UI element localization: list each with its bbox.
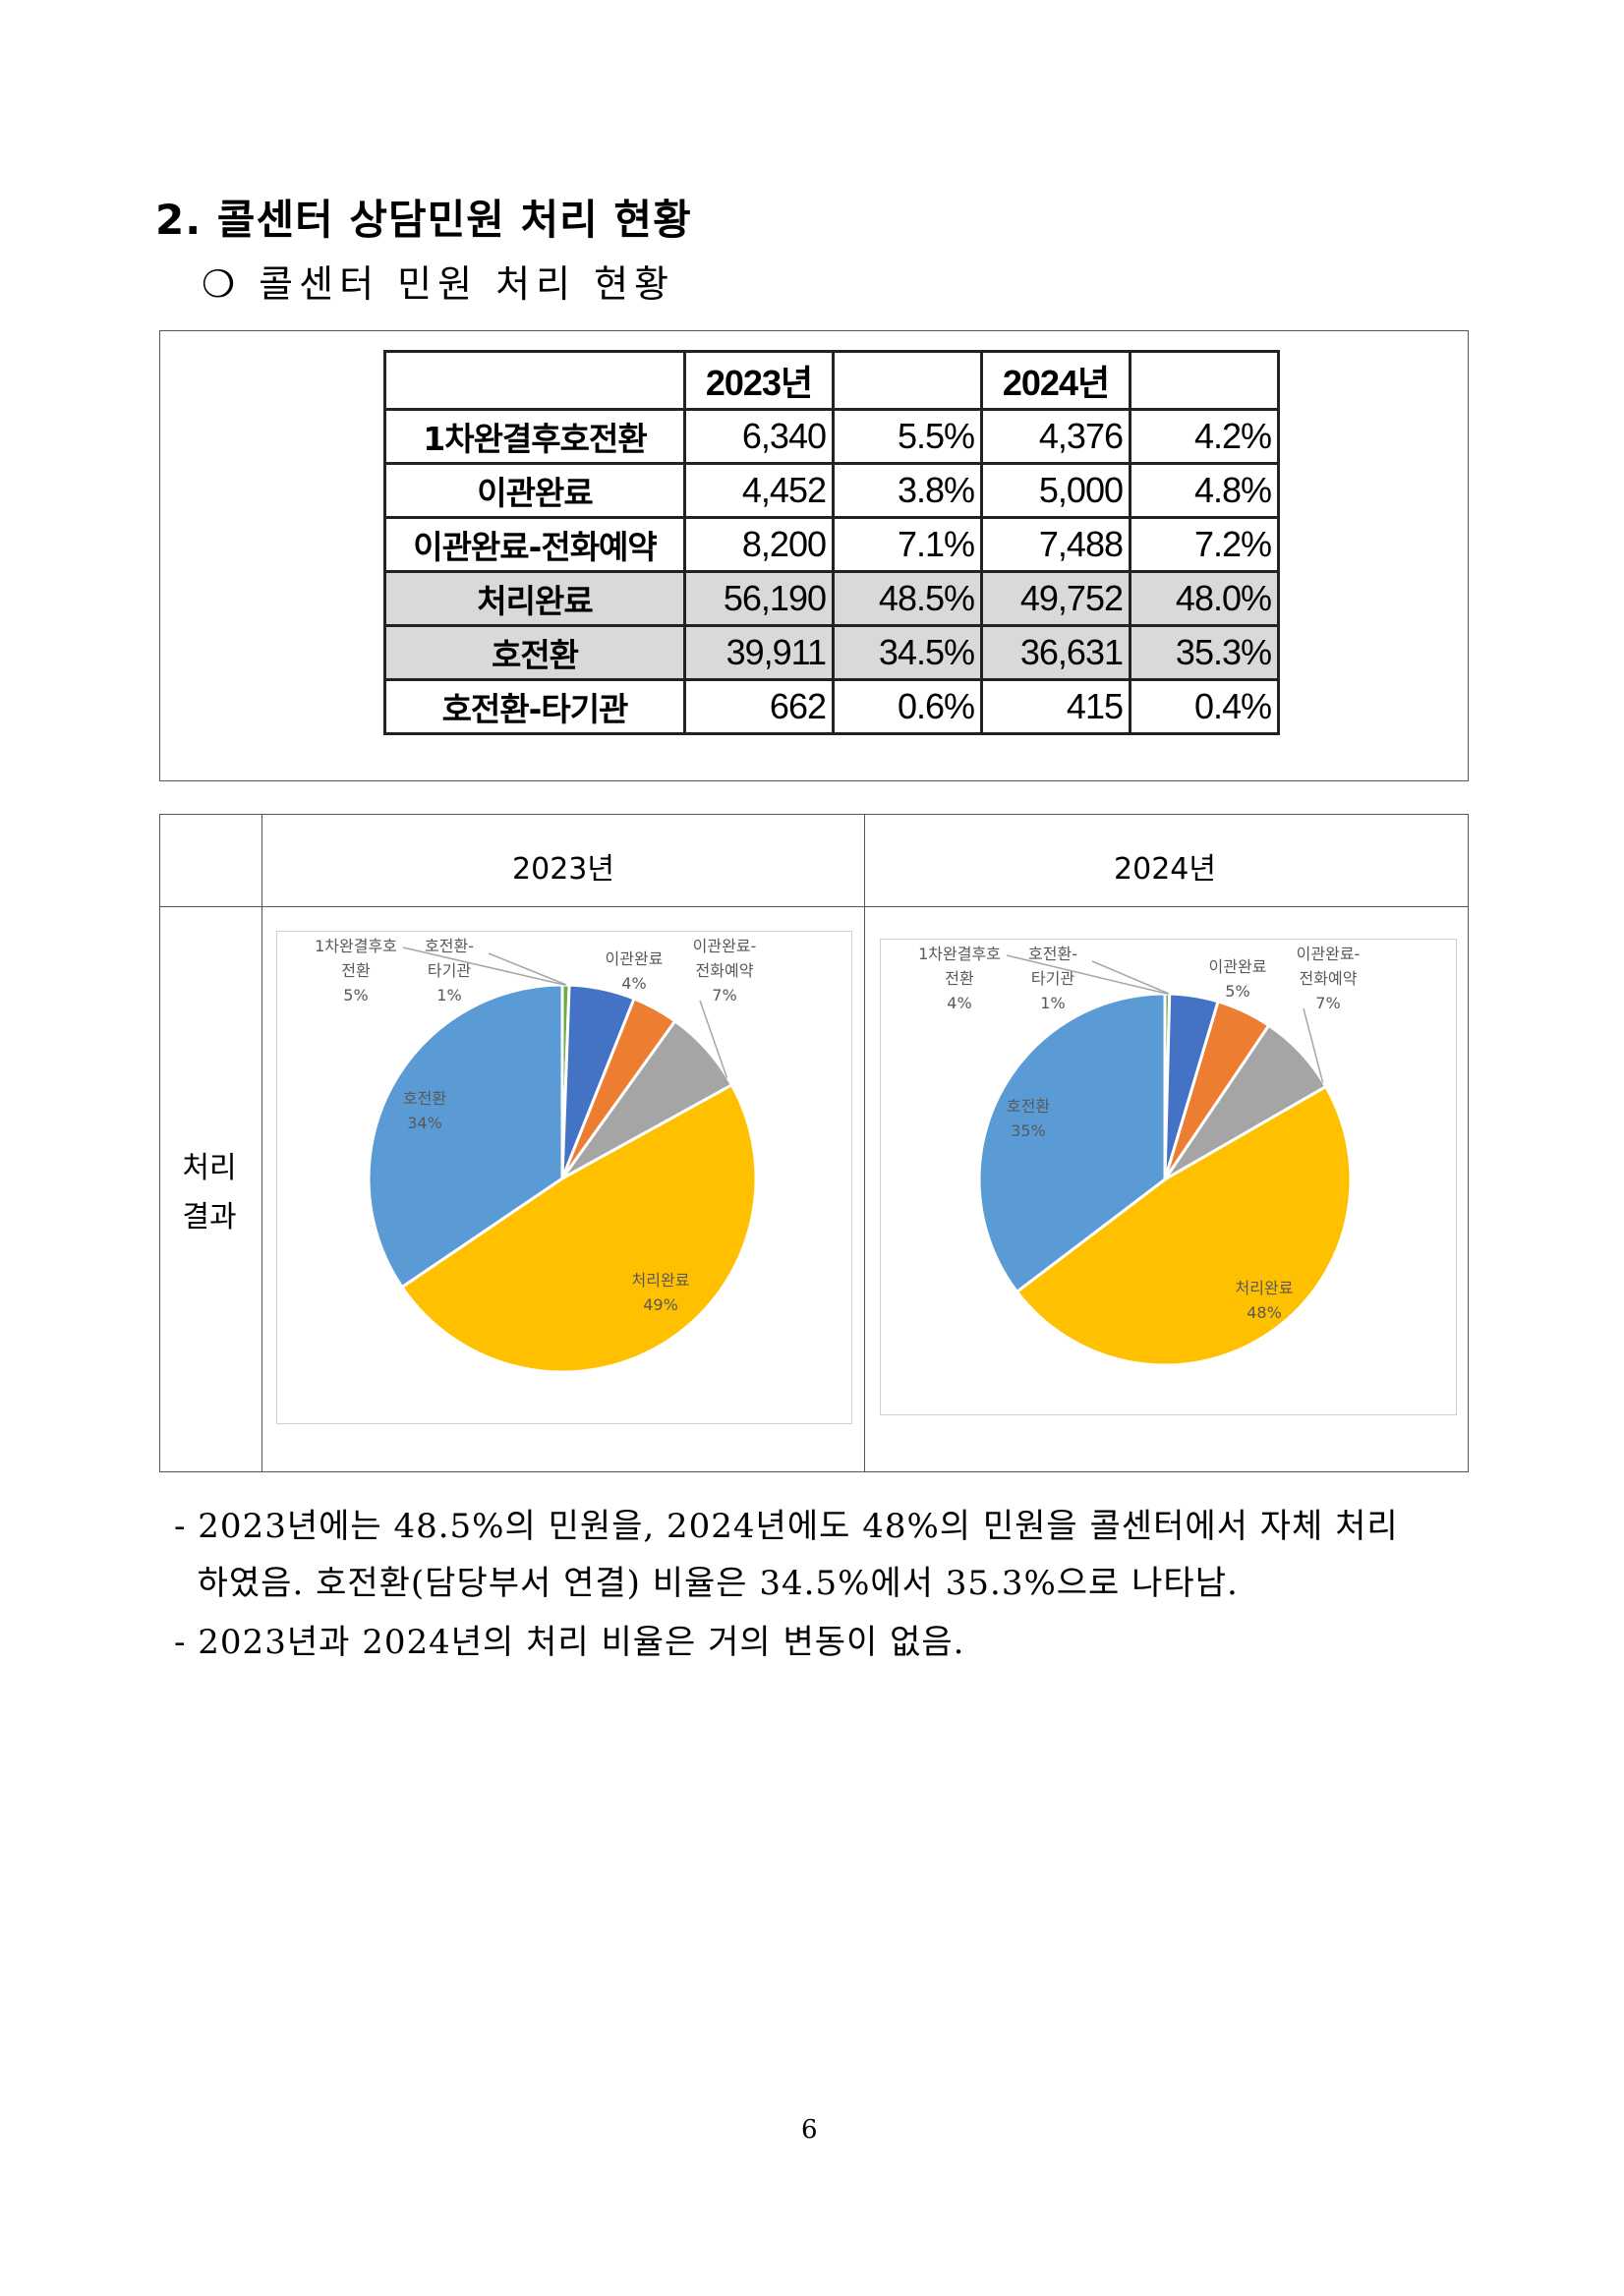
pie-slice-4: [399, 1082, 758, 1374]
pie-label: 1차완결후호: [315, 937, 397, 955]
pie-label: 전환: [945, 969, 974, 988]
cell-p2023: 0.6%: [832, 678, 983, 735]
table-row: 이관완료-전화예약 8,200 7.1% 7,488 7.2%: [383, 516, 1280, 573]
pie-label: 5%: [343, 986, 368, 1004]
pie-label: 49%: [643, 1295, 678, 1314]
col-header-2023: 2023년: [512, 852, 614, 887]
cell-p2024: 7.2%: [1129, 516, 1280, 573]
leader-line: [1006, 954, 1168, 995]
cell-p2024: 0.4%: [1129, 678, 1280, 735]
pie-slice-4: [1015, 1084, 1353, 1367]
pie-label: 이관완료-: [1297, 945, 1361, 963]
cell-p2023: 3.8%: [832, 462, 983, 519]
table-header-row: 2023년 2024년: [383, 350, 1280, 411]
paragraph: 하였음. 호전환(담당부서 연결) 비율은 34.5%에서 35.3%으로 나타…: [174, 1564, 1239, 1603]
table-row: 이관완료 4,452 3.8% 5,000 4.8%: [383, 462, 1280, 519]
cell-p2024: 4.2%: [1129, 408, 1280, 465]
paragraph: - 2023년과 2024년의 처리 비율은 거의 변동이 없음.: [174, 1623, 965, 1662]
cell-v2023: 39,911: [683, 624, 835, 681]
pie-label: 이관완료: [606, 949, 664, 968]
pie-label: 호전환: [1007, 1097, 1050, 1116]
leader-line: [699, 1000, 728, 1078]
pie-slice-5: [977, 992, 1167, 1294]
pie-label: 타기관: [1031, 969, 1074, 988]
pie-label: 처리완료: [1236, 1279, 1294, 1297]
cell-v2024: 415: [980, 678, 1131, 735]
data-table: 2023년 2024년 1차완결후호전환 6,340 5.5% 4,376 4.2% 이관…: [383, 350, 1280, 735]
leader-line: [1091, 960, 1170, 995]
table-row: 처리완료 56,190 48.5% 49,752 48.0%: [383, 570, 1280, 627]
pie-label: 1%: [436, 986, 461, 1004]
cell-p2023: 5.5%: [832, 408, 983, 465]
header-cell: 2024년: [980, 350, 1131, 411]
pie-label: 전환: [341, 961, 371, 980]
pie-label: 48%: [1247, 1303, 1282, 1322]
pie-label: 34%: [407, 1114, 442, 1132]
pie-label: 35%: [1011, 1121, 1046, 1140]
cell-label: 1차완결후호전환: [383, 408, 686, 465]
section-heading: 2. 콜센터 상담민원 처리 현황: [155, 196, 692, 244]
pie-label: 7%: [712, 986, 736, 1004]
leader-line: [402, 947, 565, 986]
table-row: 호전환 39,911 34.5% 36,631 35.3%: [383, 624, 1280, 681]
page-number: 6: [801, 2115, 818, 2145]
pie-label: 5%: [1225, 982, 1249, 1001]
pie-label: 4%: [947, 994, 971, 1012]
header-cell: 2023년: [683, 350, 835, 411]
pie-label: 전화예약: [696, 961, 754, 980]
cell-p2023: 7.1%: [832, 516, 983, 573]
cell-v2023: 4,452: [683, 462, 835, 519]
table-row: 1차완결후호전환 6,340 5.5% 4,376 4.2%: [383, 408, 1280, 465]
pie-label: 호전환-: [425, 937, 474, 955]
header-cell: [832, 350, 983, 411]
leader-line: [488, 952, 567, 986]
pie-label: 호전환-: [1028, 945, 1077, 963]
row-label: 처리 결과: [182, 1151, 237, 1234]
table-row: 호전환-타기관 662 0.6% 415 0.4%: [383, 678, 1280, 735]
col-header-2024: 2024년: [1114, 852, 1216, 887]
pie-label: 4%: [621, 974, 646, 993]
cell-label: 호전환-타기관: [383, 678, 686, 735]
cell-v2024: 49,752: [980, 570, 1131, 627]
cell-v2023: 6,340: [683, 408, 835, 465]
cell-label: 호전환: [383, 624, 686, 681]
pie-label: 전화예약: [1300, 969, 1358, 988]
cell-p2023: 48.5%: [832, 570, 983, 627]
cell-v2023: 56,190: [683, 570, 835, 627]
pie-label: 7%: [1315, 994, 1340, 1012]
cell-v2024: 5,000: [980, 462, 1131, 519]
table-frame: [159, 330, 1469, 781]
cell-p2023: 34.5%: [832, 624, 983, 681]
pie-label: 처리완료: [632, 1271, 690, 1290]
pie-label: 타기관: [428, 961, 471, 980]
cell-label: 이관완료: [383, 462, 686, 519]
cell-v2023: 8,200: [683, 516, 835, 573]
pie-label: 이관완료-: [693, 937, 757, 955]
cell-p2024: 4.8%: [1129, 462, 1280, 519]
cell-v2024: 36,631: [980, 624, 1131, 681]
pie-label: 호전환: [403, 1089, 446, 1108]
pie-label: 1차완결후호: [918, 945, 1001, 963]
cell-label: 이관완료-전화예약: [383, 516, 686, 573]
cell-label: 처리완료: [383, 570, 686, 627]
cell-p2024: 35.3%: [1129, 624, 1280, 681]
pie-label: 1%: [1040, 994, 1065, 1012]
cell-p2024: 48.0%: [1129, 570, 1280, 627]
header-cell: [383, 350, 686, 411]
cell-v2024: 7,488: [980, 516, 1131, 573]
sub-heading: ❍ 콜센터 민원 처리 현황: [202, 262, 675, 306]
cell-v2024: 4,376: [980, 408, 1131, 465]
leader-line: [1303, 1007, 1324, 1083]
cell-v2023: 662: [683, 678, 835, 735]
pie-label: 이관완료: [1209, 957, 1267, 976]
pie-slice-5: [367, 983, 564, 1290]
paragraph: - 2023년에는 48.5%의 민원을, 2024년에도 48%의 민원을 콜…: [174, 1507, 1399, 1546]
header-cell: [1129, 350, 1280, 411]
